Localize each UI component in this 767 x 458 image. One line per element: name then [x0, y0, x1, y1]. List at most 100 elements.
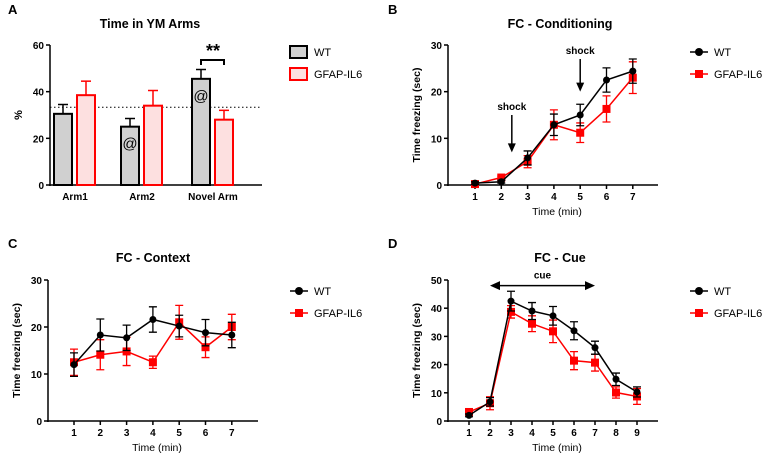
- x-tick-label: Arm2: [129, 192, 155, 203]
- bar: [143, 104, 163, 186]
- data-point: [228, 331, 236, 339]
- x-tick-label: 5: [577, 192, 583, 203]
- y-axis-label: %: [13, 110, 25, 120]
- data-point: [96, 350, 105, 359]
- data-point: [629, 67, 637, 75]
- y-axis-label: Time freezing (sec): [411, 68, 423, 163]
- y-tick-label: 0: [436, 181, 442, 192]
- x-tick-label: 2: [487, 428, 493, 439]
- x-tick-label: 1: [71, 428, 77, 439]
- x-tick-label: 1: [472, 192, 478, 203]
- arrow-right-icon: [585, 281, 595, 291]
- data-point: [591, 358, 599, 367]
- chart-title: FC - Context: [116, 251, 191, 265]
- x-tick-label: 6: [604, 192, 610, 203]
- panel-label: C: [8, 236, 18, 251]
- data-point: [633, 388, 641, 396]
- x-tick-label: 3: [124, 428, 130, 439]
- chart-title: FC - Cue: [534, 251, 585, 265]
- data-point: [591, 344, 599, 352]
- significance-bracket: [200, 59, 225, 65]
- data-point: [524, 154, 532, 162]
- x-tick-label: 3: [525, 192, 531, 203]
- data-point: [507, 297, 515, 305]
- bar-annotation: @: [193, 88, 208, 105]
- y-tick-label: 40: [431, 304, 443, 315]
- panel-label: A: [8, 2, 18, 17]
- legend-swatch: [289, 45, 308, 59]
- data-point: [202, 329, 209, 337]
- legend-marker: [295, 287, 303, 295]
- chart-title: FC - Conditioning: [508, 17, 613, 31]
- data-point: [528, 319, 536, 328]
- legend-label: GFAP-IL6: [314, 308, 362, 320]
- bar: [120, 125, 140, 186]
- y-axis-label: Time freezing (sec): [11, 303, 23, 398]
- x-tick-label: 8: [613, 428, 619, 439]
- bar-annotation: @: [122, 136, 137, 153]
- data-point: [122, 347, 131, 356]
- data-point: [497, 173, 506, 182]
- y-tick-label: 50: [431, 276, 443, 287]
- data-point: [549, 312, 557, 320]
- panel-label: D: [388, 236, 397, 251]
- legend-label: GFAP-IL6: [314, 69, 362, 81]
- data-point: [570, 327, 578, 335]
- arrow-head-icon: [576, 82, 585, 92]
- y-tick-label: 60: [33, 41, 45, 52]
- x-axis-label: Time (min): [532, 206, 582, 218]
- y-tick-label: 0: [38, 181, 44, 192]
- data-point: [70, 361, 78, 369]
- y-tick-label: 20: [431, 88, 443, 99]
- data-point: [570, 356, 578, 365]
- x-tick-label: 1: [466, 428, 472, 439]
- y-axis-label: Time freezing (sec): [411, 303, 423, 398]
- x-tick-label: 2: [499, 192, 505, 203]
- arrow-left-icon: [490, 281, 500, 291]
- legend-marker: [695, 70, 703, 78]
- y-tick-label: 20: [31, 323, 43, 334]
- data-point: [96, 331, 104, 339]
- y-tick-label: 10: [431, 389, 443, 400]
- legend-label: WT: [314, 286, 331, 298]
- data-point: [612, 388, 620, 397]
- shock-label: shock: [566, 46, 595, 57]
- x-tick-label: 3: [508, 428, 514, 439]
- series-wt: [471, 58, 637, 187]
- data-point: [602, 104, 611, 113]
- panel-label: B: [388, 2, 397, 17]
- y-tick-label: 10: [31, 370, 43, 381]
- panel-a: A Time in YM Arms 0 20 40 60% WT GFAP-IL6 Arm1 Ar…: [8, 2, 362, 203]
- data-point: [471, 179, 479, 187]
- x-tick-label: 7: [630, 192, 636, 203]
- data-point: [149, 315, 157, 323]
- x-tick-label: 6: [203, 428, 209, 439]
- bar: [76, 94, 96, 186]
- data-point: [486, 398, 494, 406]
- data-point: [549, 327, 557, 336]
- x-axis-label: Time (min): [532, 442, 582, 454]
- data-point: [497, 178, 505, 186]
- y-tick-label: 40: [33, 88, 45, 99]
- arrow-head-icon: [507, 143, 516, 153]
- y-tick-label: 0: [36, 417, 42, 428]
- legend-label: WT: [714, 47, 731, 59]
- y-tick-label: 10: [431, 134, 443, 145]
- panel-c: C FC - Context 0 10 20 30 Time freezing (sec) W…: [8, 236, 362, 454]
- significance-label: **: [206, 41, 220, 61]
- x-tick-label: 5: [550, 428, 556, 439]
- data-point: [528, 307, 536, 315]
- y-tick-label: 30: [431, 41, 443, 52]
- chart-title: Time in YM Arms: [100, 17, 201, 31]
- data-point: [576, 128, 585, 137]
- y-tick-label: 30: [431, 332, 443, 343]
- data-point: [148, 358, 157, 367]
- legend-swatch: [289, 67, 308, 81]
- bar: [191, 77, 211, 186]
- panel-b: B FC - Conditioning 0 10 20 30 Time freezing (…: [388, 2, 762, 218]
- x-tick-label: Arm1: [62, 192, 88, 203]
- data-point: [465, 411, 473, 419]
- bar: [214, 118, 234, 186]
- legend-label: WT: [714, 286, 731, 298]
